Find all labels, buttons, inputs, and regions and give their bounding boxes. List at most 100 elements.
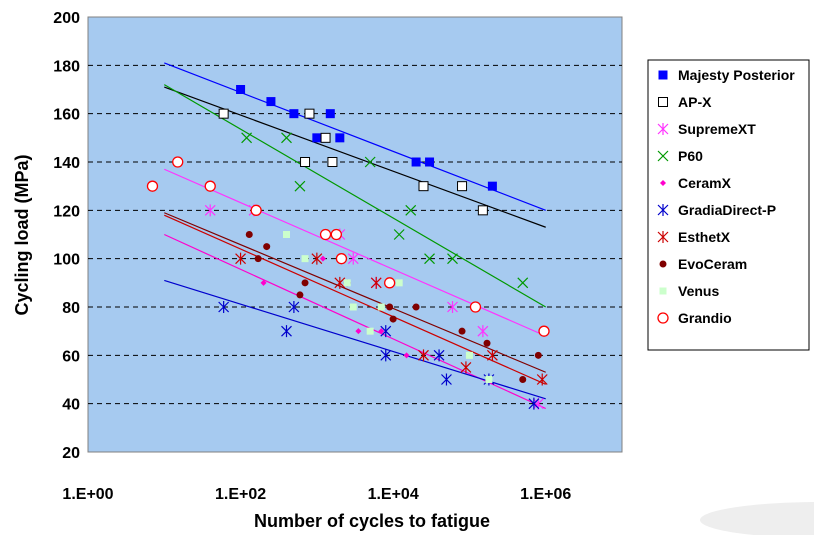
point-evoceram xyxy=(519,376,527,383)
legend-marker-ceramx xyxy=(660,180,666,186)
point-ceramx xyxy=(355,328,362,335)
y-tick-label: 40 xyxy=(62,397,80,414)
trendline-gradiadirect-p xyxy=(164,279,546,400)
legend-box xyxy=(647,59,810,351)
legend-label-ceramx: CeramX xyxy=(678,175,732,191)
point-ceramx xyxy=(319,255,326,262)
point-ceramx xyxy=(378,328,385,335)
legend-label-p60: P60 xyxy=(678,148,703,164)
point-ap-x xyxy=(477,205,488,216)
point-majesty-posterior xyxy=(236,85,246,94)
series-gradiadirect-p xyxy=(218,301,540,410)
point-grandio xyxy=(250,204,262,216)
trendline-p60 xyxy=(163,84,547,308)
point-majesty-posterior xyxy=(335,133,345,143)
point-majesty-posterior xyxy=(325,109,335,119)
point-evoceram xyxy=(301,279,309,287)
point-esthetx xyxy=(235,252,246,265)
legend-label-grandio: Grandio xyxy=(678,310,732,326)
point-esthetx xyxy=(334,276,346,289)
series-esthetx xyxy=(235,252,548,386)
point-evoceram xyxy=(254,255,262,263)
series-venus xyxy=(283,231,493,383)
plot-area xyxy=(87,16,623,453)
point-majesty-posterior xyxy=(266,97,276,107)
series-p60 xyxy=(241,132,529,289)
point-evoceram xyxy=(263,243,271,251)
point-p60 xyxy=(405,204,417,216)
legend-label-gradiadirect-p: GradiaDirect-P xyxy=(678,202,776,218)
point-esthetx xyxy=(536,373,548,386)
trendline-esthetx xyxy=(164,214,546,385)
legend-marker-majesty-posterior xyxy=(658,70,668,80)
point-p60 xyxy=(424,253,435,265)
point-p60 xyxy=(364,156,376,168)
point-p60 xyxy=(393,229,405,240)
point-grandio xyxy=(538,325,550,337)
point-grandio xyxy=(319,228,332,241)
legend-marker-supremext xyxy=(657,123,669,135)
point-grandio xyxy=(172,156,184,168)
point-evoceram xyxy=(389,315,397,323)
y-tick-label: 180 xyxy=(53,58,80,75)
point-evoceram xyxy=(245,231,253,238)
point-majesty-posterior xyxy=(289,109,299,119)
trend-lines xyxy=(163,62,547,410)
point-venus xyxy=(377,303,385,311)
legend-marker-esthetx xyxy=(657,231,669,243)
legend-marker-gradiadirect-p xyxy=(657,204,669,216)
point-grandio xyxy=(469,301,482,313)
point-gradiadirect-p xyxy=(218,301,230,313)
point-ap-x xyxy=(418,181,429,192)
point-gradiadirect-p xyxy=(380,349,392,362)
x-tick-label: 1.E+00 xyxy=(62,486,113,503)
trendline-majesty-posterior xyxy=(164,62,546,211)
point-p60 xyxy=(447,253,458,265)
point-supremext xyxy=(347,252,359,265)
legend-marker-ap-x xyxy=(658,97,668,107)
y-tick-label: 100 xyxy=(53,252,80,269)
point-ap-x xyxy=(300,157,311,167)
point-gradiadirect-p xyxy=(281,325,292,338)
gridlines xyxy=(88,64,622,405)
point-esthetx xyxy=(311,252,323,265)
data-points xyxy=(146,85,550,410)
point-ap-x xyxy=(218,108,229,119)
point-ap-x xyxy=(457,181,468,192)
point-ceramx xyxy=(403,352,410,359)
point-majesty-posterior xyxy=(487,181,497,191)
y-tick-label: 80 xyxy=(62,300,80,317)
point-gradiadirect-p xyxy=(441,373,452,386)
legend-label-esthetx: EsthetX xyxy=(678,229,731,245)
point-grandio xyxy=(330,228,342,241)
legend-marker-venus xyxy=(659,287,667,295)
trendline-supremext xyxy=(164,168,546,337)
point-evoceram xyxy=(412,303,420,311)
point-evoceram xyxy=(534,351,542,359)
x-tick-label: 1.E+02 xyxy=(215,486,266,503)
point-majesty-posterior xyxy=(425,157,435,167)
point-esthetx xyxy=(486,349,498,362)
x-axis-title: Number of cycles to fatigue xyxy=(254,511,490,531)
series-grandio xyxy=(146,156,550,337)
legend-label-venus: Venus xyxy=(678,283,719,299)
point-grandio xyxy=(384,277,396,289)
point-p60 xyxy=(517,277,529,289)
legend-marker-grandio xyxy=(657,312,669,324)
point-venus xyxy=(395,279,403,287)
point-gradiadirect-p xyxy=(433,349,445,362)
point-evoceram xyxy=(296,291,304,299)
x-tick-label: 1.E+04 xyxy=(368,486,419,503)
y-tick-label: 200 xyxy=(53,10,80,27)
point-gradiadirect-p xyxy=(380,325,392,338)
point-majesty-posterior xyxy=(411,157,421,167)
point-p60 xyxy=(294,180,306,192)
point-venus xyxy=(485,376,493,383)
point-ceramx xyxy=(260,279,267,286)
point-esthetx xyxy=(460,361,472,374)
y-tick-label: 160 xyxy=(53,107,80,124)
point-p60 xyxy=(281,132,292,144)
trendline-evoceram xyxy=(164,212,546,373)
y-axis-ticks: 20 40 60 80 100 120 140 160 180 200 xyxy=(53,10,80,462)
series-evoceram xyxy=(245,231,542,383)
